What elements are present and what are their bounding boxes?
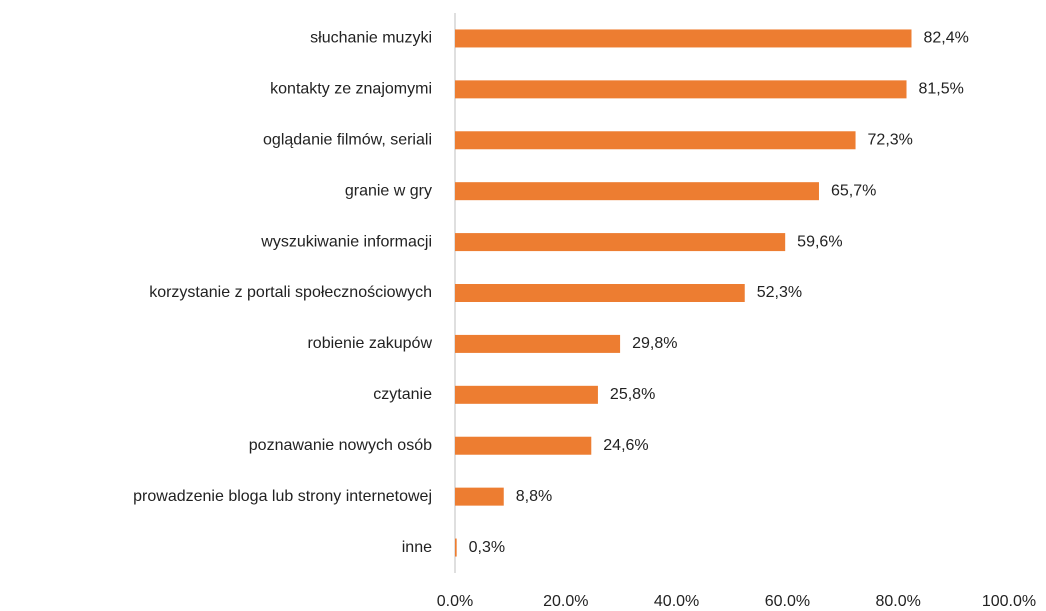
y-tick-label: granie w gry bbox=[345, 182, 432, 199]
bar bbox=[455, 487, 504, 506]
bar bbox=[455, 436, 592, 455]
bar bbox=[455, 385, 598, 404]
x-tick-label: 20.0% bbox=[543, 593, 588, 610]
y-tick-label: czytanie bbox=[373, 386, 432, 403]
data-label: 8,8% bbox=[516, 488, 552, 505]
data-label: 59,6% bbox=[797, 233, 842, 250]
bar bbox=[455, 284, 745, 302]
y-tick-label: słuchanie muzyki bbox=[310, 30, 432, 47]
y-tick-label: korzystanie z portali społecznościowych bbox=[149, 284, 432, 301]
bar bbox=[455, 29, 912, 48]
x-tick-label: 60.0% bbox=[765, 593, 810, 610]
bar bbox=[455, 233, 786, 252]
y-tick-label: robienie zakupów bbox=[307, 335, 432, 352]
data-label: 0,3% bbox=[469, 539, 505, 556]
data-label: 29,8% bbox=[632, 335, 677, 352]
x-tick-label: 100.0% bbox=[982, 593, 1036, 610]
bar bbox=[455, 334, 621, 353]
y-tick-label: oglądanie filmów, seriali bbox=[263, 131, 432, 148]
data-label: 24,6% bbox=[603, 437, 648, 454]
y-tick-label: inne bbox=[402, 539, 432, 556]
data-label: 25,8% bbox=[610, 386, 655, 403]
bar bbox=[455, 80, 907, 99]
data-label: 52,3% bbox=[757, 284, 802, 301]
y-tick-label: wyszukiwanie informacji bbox=[260, 233, 432, 250]
y-tick-label: poznawanie nowych osób bbox=[249, 437, 432, 454]
y-tick-label: kontakty ze znajomymi bbox=[270, 81, 432, 98]
y-tick-label: prowadzenie bloga lub strony internetowe… bbox=[133, 488, 432, 505]
x-tick-label: 40.0% bbox=[654, 593, 699, 610]
data-label: 65,7% bbox=[831, 182, 876, 199]
bar bbox=[455, 538, 457, 557]
data-label: 82,4% bbox=[923, 30, 968, 47]
data-label: 81,5% bbox=[919, 81, 964, 98]
x-tick-label: 0.0% bbox=[437, 593, 473, 610]
x-tick-label: 80.0% bbox=[876, 593, 921, 610]
data-label: 72,3% bbox=[868, 131, 913, 148]
bar bbox=[455, 131, 856, 150]
bar bbox=[455, 182, 819, 201]
